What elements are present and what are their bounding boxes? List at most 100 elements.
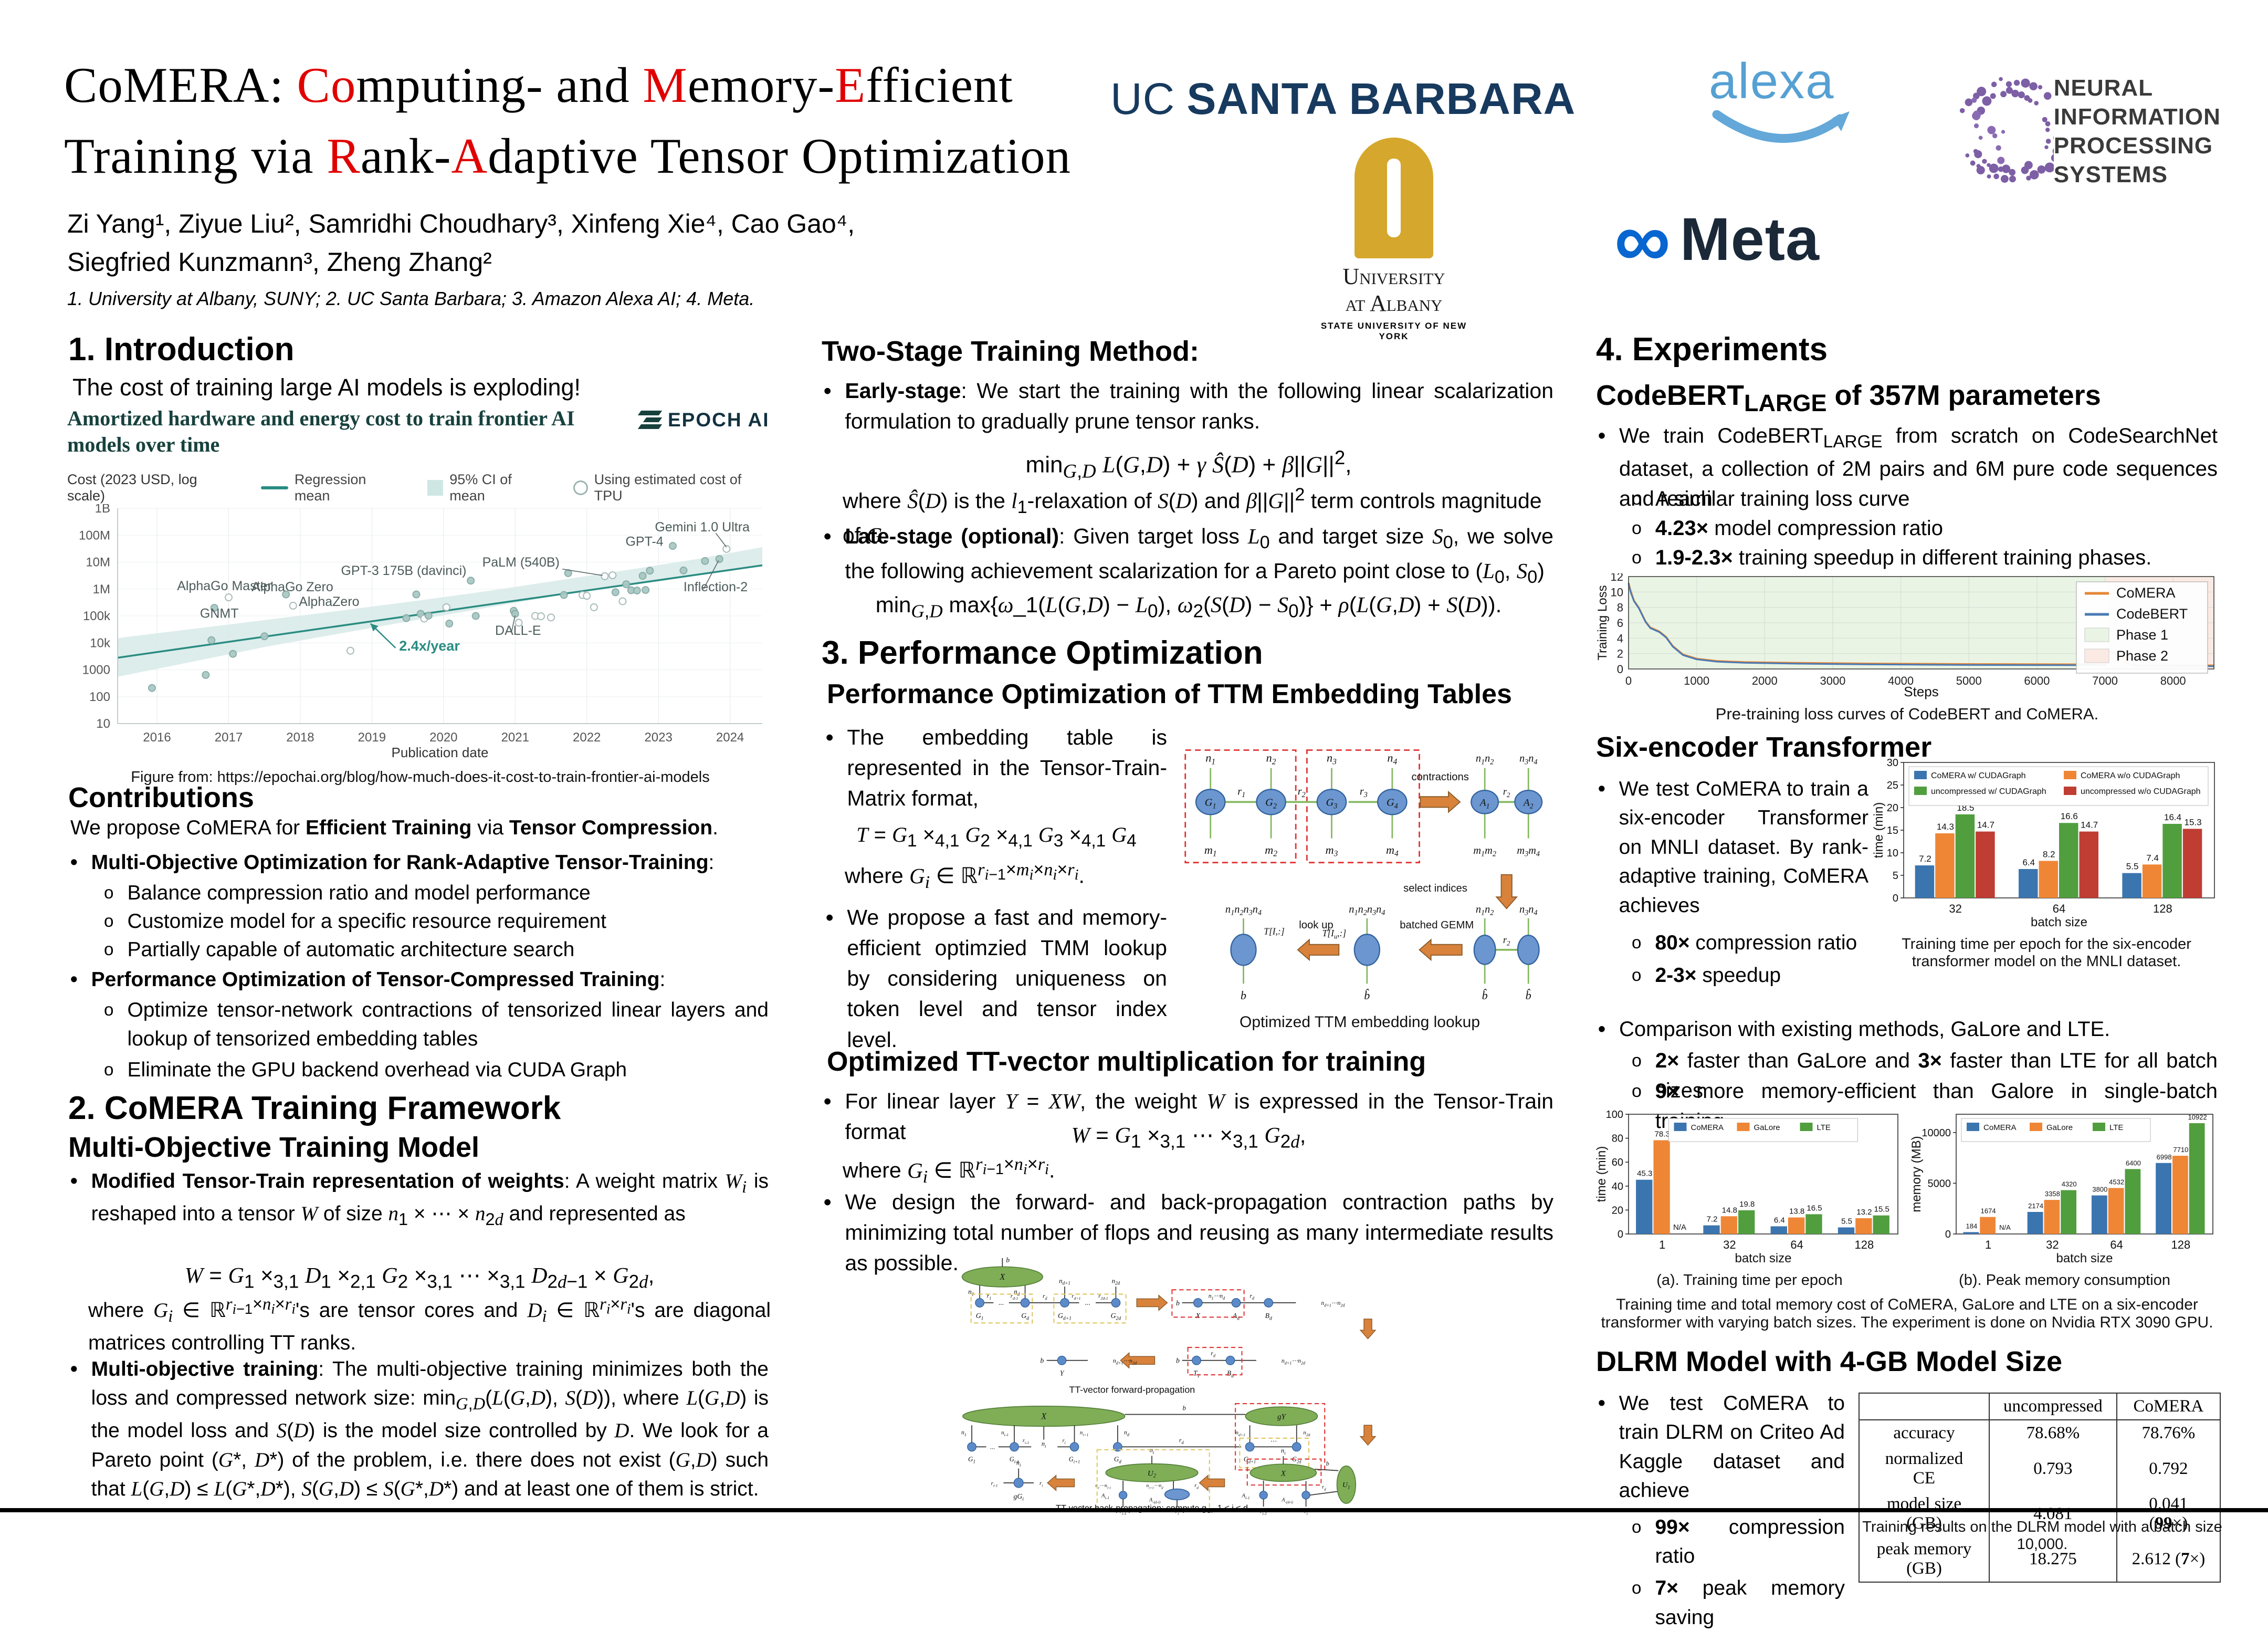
svg-text:m4: m4 <box>1386 843 1399 859</box>
ttm-caption: Optimized TTM embedding lookup <box>1240 1013 1480 1031</box>
svg-text:184: 184 <box>1966 1222 1977 1230</box>
svg-text:r3: r3 <box>1360 786 1368 799</box>
svg-text:2019: 2019 <box>358 730 386 745</box>
svg-text:13.2: 13.2 <box>1856 1208 1872 1217</box>
svg-text:X: X <box>1280 1469 1286 1478</box>
svg-text:1000: 1000 <box>82 663 110 677</box>
svg-text:m2: m2 <box>1265 843 1277 859</box>
svg-text:gY: gY <box>1277 1413 1287 1421</box>
svg-text:ni+1⋯nd: ni+1⋯nd <box>1146 1483 1163 1490</box>
svg-text:rd: rd <box>1179 1437 1184 1445</box>
column-middle: Two-Stage Training Method: Early-stage: … <box>822 331 1557 1516</box>
svg-text:n1⋯ni-1: n1⋯ni-1 <box>1095 1483 1111 1490</box>
svg-text:b: b <box>1176 1299 1180 1307</box>
svg-text:5000: 5000 <box>1956 674 1982 687</box>
svg-text:4320: 4320 <box>2062 1180 2077 1188</box>
ualbany-logo: University at Albany STATE UNIVERSITY OF… <box>1315 138 1473 342</box>
svg-text:2018: 2018 <box>286 730 314 745</box>
dlrm-sub-1: 99× compression ratio <box>1598 1513 1845 1571</box>
table-header-cell: CoMERA <box>2116 1393 2221 1420</box>
neurips-ring-icon <box>1959 77 2054 183</box>
svg-text:n1: n1 <box>961 1429 967 1437</box>
svg-text:A-(d-i): A-(d-i) <box>1149 1498 1161 1504</box>
svg-text:10: 10 <box>96 717 110 731</box>
svg-text:m3m4: m3m4 <box>1517 845 1540 859</box>
svg-text:n4: n4 <box>1387 751 1397 767</box>
bullet-text: 2-3× speedup <box>1655 964 1781 987</box>
svg-text:4532: 4532 <box>2109 1178 2124 1186</box>
svg-text:5.5: 5.5 <box>1841 1217 1852 1226</box>
svg-text:n2d: n2d <box>1112 1277 1120 1285</box>
memory-bar-chart: 0 5000 10000 184 1674 N/A 1 2174 3358 4320 32 3800 4… <box>1909 1109 2218 1272</box>
svg-text:T1: T1 <box>1193 1369 1200 1379</box>
experiments-heading: 4. Experiments <box>1596 331 1828 368</box>
table-row: uncompressed CoMERA <box>1858 1393 2221 1420</box>
svg-text:Inflection-2: Inflection-2 <box>684 580 748 594</box>
svg-text:ri-1: ri-1 <box>991 1480 998 1488</box>
fw-bullet-2: Multi-objective training: The multi-obje… <box>70 1355 769 1503</box>
perf-bullet-1: The embedding table is represented in th… <box>826 722 1167 814</box>
neurips-text-2: PROCESSING SYSTEMS <box>2053 133 2213 187</box>
svg-text:10922: 10922 <box>2188 1113 2207 1121</box>
svg-text:m3: m3 <box>1326 843 1338 859</box>
svg-text:14.7: 14.7 <box>2081 820 2098 830</box>
svg-text:7.4: 7.4 <box>2146 853 2159 863</box>
contrib-sub-2: Customize model for a specific resource … <box>70 907 769 936</box>
svg-text:CoMERA: CoMERA <box>1983 1123 2017 1132</box>
svg-text:ni+1: ni+1 <box>1080 1429 1089 1437</box>
contributions-lead: We propose CoMERA for Efficient Training… <box>70 817 718 839</box>
authors-line2: Siegfried Kunzmann³, Zheng Zhang² <box>67 247 492 277</box>
fw-equation-1: W = G1 ×3,1 D1 ×2,1 G2 ×3,1 ⋯ ×3,1 D2d−1… <box>184 1263 655 1292</box>
svg-text:ni: ni <box>1016 1459 1021 1468</box>
svg-text:ri-1: ri-1 <box>1023 1438 1029 1445</box>
svg-text:n1: n1 <box>1205 751 1215 767</box>
svg-text:G1: G1 <box>976 1312 984 1321</box>
legend-tpu: Using estimated cost of TPU <box>573 472 773 504</box>
svg-text:100: 100 <box>1606 1109 1623 1121</box>
svg-text:14.3: 14.3 <box>1937 822 1954 832</box>
svg-text:AlphaGo Master: AlphaGo Master <box>177 579 272 593</box>
ualbany-shield-icon <box>1354 138 1433 258</box>
caption-b: (b). Peak memory consumption <box>1959 1272 2170 1289</box>
bullet-text: Early-stage: We start the training with … <box>845 379 1553 434</box>
svg-text:ni-1: ni-1 <box>1001 1429 1009 1437</box>
legend-label: Regression mean <box>294 472 366 504</box>
svg-text:n2: n2 <box>1266 751 1276 767</box>
title-accent: R <box>327 128 361 184</box>
bullet-text: Multi-objective training: The multi-obje… <box>91 1358 769 1501</box>
svg-text:time (min): time (min) <box>1596 1146 1609 1202</box>
svg-text:8.2: 8.2 <box>2043 849 2055 859</box>
svg-text:G1: G1 <box>1205 797 1216 811</box>
svg-text:128: 128 <box>2153 902 2172 915</box>
svg-text:r2: r2 <box>1503 935 1510 947</box>
svg-text:gGi: gGi <box>1013 1492 1024 1502</box>
svg-text:U1: U1 <box>1342 1481 1350 1490</box>
bullet-text: Customize model for a specific resource … <box>127 910 606 933</box>
poster-root: { "header": { "title": { "s1":"CoMERA: "… <box>0 0 2268 1512</box>
svg-text:0: 0 <box>1617 663 1623 676</box>
svg-text:Gi-1: Gi-1 <box>1010 1456 1020 1464</box>
svg-text:CodeBERT: CodeBERT <box>2116 606 2188 622</box>
svg-text:A2: A2 <box>1522 798 1534 810</box>
svg-text:1B: 1B <box>95 504 110 516</box>
svg-text:DALL-E: DALL-E <box>495 623 541 638</box>
svg-text:TT-vector forward-propagation: TT-vector forward-propagation <box>1069 1385 1195 1395</box>
svg-text:Gd: Gd <box>1114 1455 1121 1464</box>
twostage-heading: Two-Stage Training Method: <box>822 336 1199 367</box>
bullet-text: We test CoMERA to train DLRM on Criteo A… <box>1619 1392 1845 1502</box>
bullet-text: Late-stage (optional): Given target loss… <box>845 524 1553 587</box>
comparison-caption: Training time and total memory cost of C… <box>1601 1296 2213 1331</box>
contrib-sub-1: Balance compression ratio and model perf… <box>70 878 769 908</box>
bullet-text: Eliminate the GPU backend overhead via C… <box>127 1059 627 1081</box>
svg-text:32: 32 <box>1949 902 1961 915</box>
svg-text:time (min): time (min) <box>1873 802 1886 859</box>
epoch-cost-label: Cost (2023 USD, log scale) <box>67 472 197 504</box>
svg-text:6.4: 6.4 <box>2022 857 2035 867</box>
svg-text:6000: 6000 <box>2024 674 2050 687</box>
table-cell: 0.792 <box>2116 1446 2221 1491</box>
ttm-diagram: G1 G2 G3 G4 n1 n2 n3 n4 m1 m2 m3 m4 r1 r2 r3 contractio… <box>1171 722 1549 1016</box>
svg-text:n1n2: n1n2 <box>1476 904 1494 917</box>
svg-text:8: 8 <box>1617 601 1623 614</box>
contrib-sub-4: Optimize tensor-network contractions of … <box>70 996 769 1054</box>
svg-text:60: 60 <box>1612 1157 1623 1168</box>
